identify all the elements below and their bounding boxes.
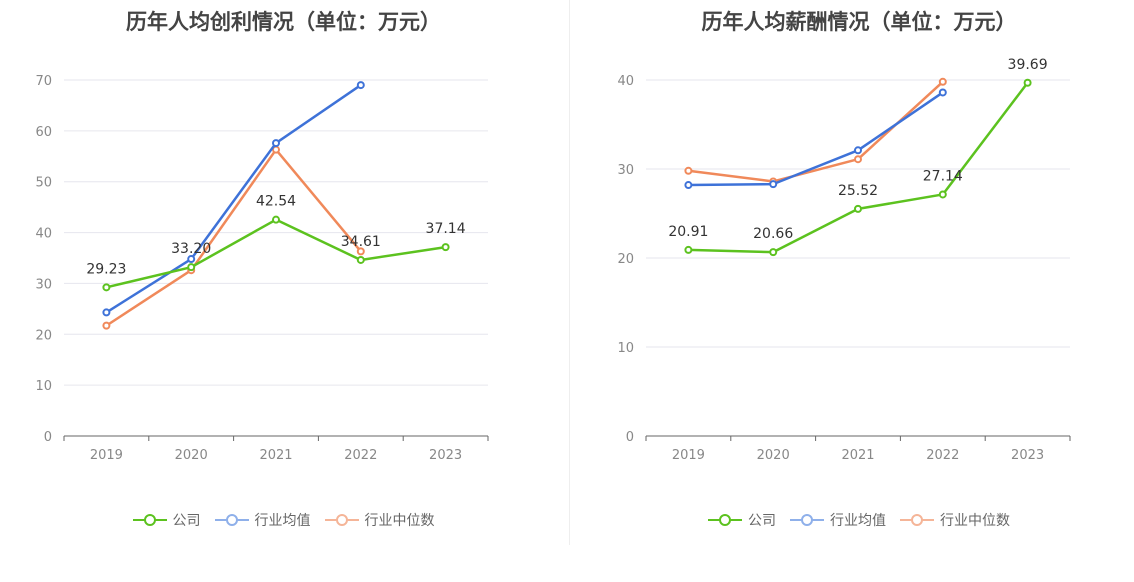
- data-point: [102, 321, 111, 330]
- x-tick-label: 2023: [1011, 448, 1044, 463]
- legend-line-icon: [132, 514, 167, 526]
- data-label: 39.69: [1008, 57, 1048, 73]
- series-line: [688, 82, 1029, 254]
- data-point: [272, 215, 280, 224]
- data-point: [854, 155, 862, 164]
- chart-legend: 公司 行业均值 行业中位数: [584, 510, 1134, 530]
- data-point: [769, 248, 778, 257]
- data-point: [272, 139, 280, 148]
- x-tick-label: 2022: [344, 448, 377, 463]
- data-point: [684, 166, 693, 175]
- chart-title: 历年人均薪酬情况（单位：万元）: [701, 10, 1017, 34]
- legend-line-icon: [900, 514, 934, 526]
- legend-label: 公司: [172, 513, 201, 529]
- data-point: [1023, 78, 1032, 87]
- y-tick-label: 0: [626, 430, 634, 445]
- data-label: 33.20: [171, 241, 211, 257]
- y-tick-label: 10: [617, 341, 634, 356]
- data-point: [102, 308, 111, 317]
- profit-line-chart: 0 10 20 30 40 50 60 70 2019 2020 2021 2022 2023 29.23…: [35, 74, 489, 463]
- x-tick-label: 2019: [672, 448, 705, 463]
- legend-line-icon: [214, 514, 249, 526]
- x-tick-label: 2020: [175, 448, 208, 463]
- chart-legend: 公司 行业均值 行业中位数: [0, 510, 567, 530]
- data-point: [187, 263, 196, 272]
- data-point: [938, 88, 947, 97]
- y-tick-label: 0: [44, 430, 52, 445]
- data-point: [684, 181, 693, 190]
- data-label: 20.66: [753, 226, 793, 242]
- x-tick-label: 2022: [926, 448, 959, 463]
- data-point: [684, 245, 693, 254]
- y-tick-label: 40: [35, 227, 52, 242]
- data-point: [854, 204, 862, 213]
- legend-item-industry-mean[interactable]: 行业均值: [214, 510, 311, 530]
- data-point: [102, 283, 111, 292]
- y-tick-label: 20: [617, 252, 634, 267]
- salary-line-chart: 0 10 20 30 40 2019 2020 2021 2022 2023 20.91 20.66 2…: [617, 57, 1071, 463]
- legend-line-icon: [324, 514, 359, 526]
- series-line: [106, 218, 446, 289]
- x-tick-label: 2019: [90, 448, 123, 463]
- data-point: [938, 77, 947, 86]
- legend-label: 行业均值: [830, 513, 886, 529]
- data-label: 37.14: [426, 221, 466, 237]
- legend-label: 行业中位数: [940, 513, 1010, 529]
- data-label: 27.14: [923, 168, 963, 184]
- x-tick-label: 2021: [841, 448, 874, 463]
- y-tick-label: 60: [35, 125, 52, 140]
- data-point: [356, 255, 365, 264]
- y-tick-label: 50: [35, 176, 52, 191]
- data-point: [187, 255, 196, 264]
- salary-chart-panel: 历年人均薪酬情况（单位：万元） 0 10 20 30 40 2019 2020 2021 202…: [584, 0, 1134, 582]
- y-tick-label: 30: [617, 163, 634, 178]
- data-point: [769, 180, 778, 189]
- data-point: [938, 190, 947, 199]
- data-label: 42.54: [256, 194, 296, 210]
- legend-line-icon: [708, 514, 742, 526]
- x-tick-label: 2023: [429, 448, 462, 463]
- y-tick-label: 30: [35, 277, 52, 292]
- series-line: [105, 148, 362, 327]
- x-tick-label: 2020: [757, 448, 790, 463]
- chart-title: 历年人均创利情况（单位：万元）: [126, 10, 441, 34]
- series-line: [105, 84, 362, 314]
- series-line: [688, 91, 944, 187]
- y-tick-label: 70: [35, 74, 52, 89]
- data-label: 29.23: [86, 261, 126, 277]
- data-label: 34.61: [341, 234, 381, 250]
- data-label: 25.52: [838, 183, 878, 199]
- data-label: 20.91: [668, 224, 708, 240]
- data-point: [356, 81, 365, 90]
- legend-item-company[interactable]: 公司: [708, 510, 776, 530]
- data-point: [854, 146, 862, 155]
- legend-item-industry-mean[interactable]: 行业均值: [790, 510, 886, 530]
- legend-label: 公司: [748, 513, 776, 529]
- profit-chart-panel: 历年人均创利情况（单位：万元） 0 10 20 30 40 50 60 70 2019 2020 2…: [0, 10, 567, 530]
- legend-item-industry-median[interactable]: 行业中位数: [900, 510, 1010, 530]
- y-tick-label: 10: [35, 379, 52, 394]
- panel-divider: [569, 0, 570, 545]
- legend-label: 行业均值: [254, 513, 311, 529]
- y-tick-label: 20: [35, 328, 52, 343]
- y-tick-label: 40: [617, 74, 634, 89]
- legend-item-company[interactable]: 公司: [132, 510, 201, 530]
- data-point: [356, 247, 365, 256]
- legend-label: 行业中位数: [364, 513, 435, 529]
- data-point: [441, 243, 450, 252]
- x-tick-label: 2021: [259, 448, 292, 463]
- legend-line-icon: [790, 514, 824, 526]
- legend-item-industry-median[interactable]: 行业中位数: [324, 510, 435, 530]
